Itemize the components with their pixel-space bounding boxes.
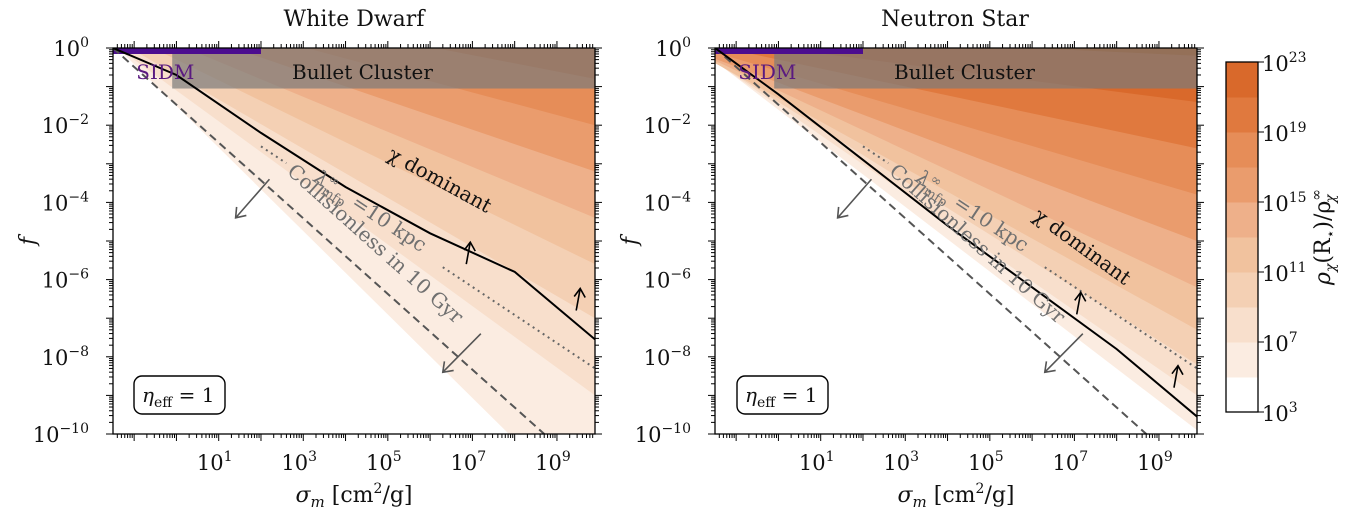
mfp-line-upper: [260, 145, 287, 165]
y-tick-label: 10−10: [635, 421, 691, 447]
x-tick-label: 107: [451, 449, 487, 475]
colorbar-tick-label: 107: [1262, 330, 1298, 356]
x-tick-label: 103: [281, 449, 317, 475]
bullet-cluster-label: Bullet Cluster: [292, 60, 433, 84]
colorbar-tick-label: 1019: [1262, 120, 1307, 146]
y-tick-label: 10−8: [42, 344, 89, 370]
x-tick-label: 107: [1053, 449, 1089, 475]
mfp-line-upper: [862, 145, 889, 165]
collisionless-arrow-left: [235, 178, 271, 219]
y-tick-label: 10−8: [644, 344, 691, 370]
collisionless-arrow-right: [1044, 333, 1084, 373]
collisionless-arrow-left: [837, 178, 873, 219]
y-tick-label: 100: [655, 35, 691, 61]
colorbar-label: ρχ(R⋆)/ρ∞χ: [1309, 189, 1339, 286]
colorbar-ticks: 103 107 1011 1015 1019 1023: [1258, 50, 1307, 426]
colorbar-band: [1226, 342, 1258, 378]
x-tick-label: 109: [1137, 449, 1173, 475]
y-tick-label: 10−2: [644, 112, 691, 138]
neutron-star-ticks: 101 103 105 107 109 100 10−2 10−4 10−6 10−8 10−10: [635, 35, 1204, 475]
colorbar-tick-label: 1015: [1262, 190, 1307, 216]
colorbar-band: [1226, 307, 1258, 343]
chi-arrow-right: [575, 288, 581, 311]
x-tick-label: 105: [968, 449, 1004, 475]
y-tick-label: 10−4: [644, 189, 691, 215]
white-dwarf-x-axis-label: σm [cm2/g]: [295, 481, 412, 511]
x-tick-label: 103: [883, 449, 919, 475]
neutron-star-eta-box: ηeff = 1: [736, 375, 829, 415]
white-dwarf-eta-box: ηeff = 1: [133, 375, 226, 415]
chi-dominant-curve: [715, 48, 1197, 418]
neutron-star-x-axis-label: σm [cm2/g]: [897, 481, 1014, 511]
colorbar-band: [1226, 62, 1258, 98]
x-tick-label: 109: [535, 449, 571, 475]
x-tick-label: 101: [799, 449, 835, 475]
colorbar: 103 107 1011 1015 1019 1023 ρχ(R⋆)/ρ∞χ: [1225, 50, 1339, 426]
collisionless-arrow-left-head: [836, 206, 849, 219]
collisionless-line: [715, 48, 1147, 434]
chi-arrow-left-head: [1074, 290, 1087, 302]
y-tick-label: 10−2: [42, 112, 89, 138]
neutron-star-eta-label: ηeff = 1: [745, 383, 817, 411]
colorbar-bands: [1226, 62, 1258, 413]
y-tick-label: 10−6: [644, 267, 691, 293]
colorbar-tick-label: 1011: [1262, 260, 1307, 286]
chi-arrow-left-head: [463, 240, 476, 252]
neutron-star-title: Neutron Star: [881, 7, 1029, 32]
colorbar-band: [1226, 167, 1258, 203]
bullet-cluster-region: [774, 48, 1197, 89]
collisionless-arrow-left-head: [234, 206, 247, 219]
colorbar-tick-label: 103: [1262, 400, 1298, 426]
colorbar-band: [1226, 97, 1258, 133]
x-tick-label: 105: [366, 449, 402, 475]
chi-arrow-left: [465, 242, 472, 265]
colorbar-tick-label: 1023: [1262, 50, 1307, 76]
white-dwarf-ticks: 101 103 105 107 109 100 10−2 10−4 10−6 10−8 10−10: [33, 35, 602, 475]
chi-arrow-right: [1173, 365, 1179, 388]
chi-arrow-right-head: [573, 287, 586, 298]
white-dwarf-y-axis-label: f: [16, 233, 41, 247]
neutron-star-y-axis-label: f: [618, 233, 643, 247]
colorbar-frame: [1225, 61, 1259, 413]
mfp-line-lower: [1044, 266, 1197, 370]
bullet-cluster-region: [172, 48, 595, 89]
sidm-label: SIDM: [136, 60, 194, 84]
colorbar-band: [1226, 377, 1258, 413]
colorbar-band: [1226, 237, 1258, 273]
y-tick-label: 10−10: [33, 421, 89, 447]
chi-arrow-right-head: [1171, 364, 1184, 376]
y-tick-label: 10−4: [42, 189, 89, 215]
white-dwarf-title: White Dwarf: [284, 7, 427, 32]
white-dwarf-eta-label: ηeff = 1: [142, 383, 214, 411]
collisionless-arrow-right-head: [1043, 361, 1056, 374]
sidm-label: SIDM: [738, 60, 796, 84]
y-tick-label: 100: [53, 35, 89, 61]
x-tick-label: 101: [197, 449, 233, 475]
collisionless-line: [113, 48, 545, 434]
chi-arrow-left: [1075, 292, 1082, 315]
y-tick-label: 10−6: [42, 267, 89, 293]
chi-dominant-curve: [113, 48, 595, 341]
collisionless-arrow-right-head: [441, 361, 454, 374]
colorbar-band: [1226, 202, 1258, 238]
bullet-cluster-label: Bullet Cluster: [894, 60, 1035, 84]
colorbar-band: [1226, 132, 1258, 168]
colorbar-band: [1226, 272, 1258, 308]
mfp-line-lower: [442, 266, 595, 370]
collisionless-arrow-right: [442, 333, 482, 373]
